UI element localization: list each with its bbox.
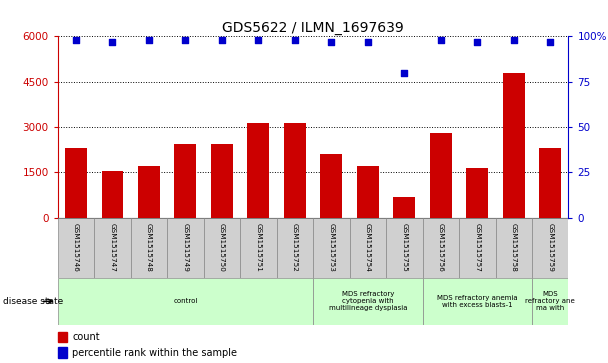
Bar xyxy=(247,122,269,218)
Point xyxy=(254,37,263,43)
Text: GSM1515746: GSM1515746 xyxy=(73,223,79,272)
Text: GSM1515756: GSM1515756 xyxy=(438,223,444,272)
Point xyxy=(436,37,446,43)
Bar xyxy=(313,278,423,325)
Text: GSM1515752: GSM1515752 xyxy=(292,223,298,272)
Bar xyxy=(350,218,386,278)
Point xyxy=(472,39,482,45)
Text: MDS refractory
cytopenia with
multilineage dysplasia: MDS refractory cytopenia with multilinea… xyxy=(328,291,407,311)
Bar xyxy=(459,218,496,278)
Point xyxy=(217,37,227,43)
Bar xyxy=(320,154,342,218)
Text: disease state: disease state xyxy=(3,297,63,306)
Bar xyxy=(65,148,87,218)
Bar xyxy=(357,166,379,218)
Bar xyxy=(430,133,452,218)
Text: GSM1515757: GSM1515757 xyxy=(474,223,480,272)
Bar xyxy=(503,73,525,218)
Bar xyxy=(393,197,415,218)
Point xyxy=(545,39,555,45)
Point xyxy=(71,37,81,43)
Bar xyxy=(174,144,196,218)
Point xyxy=(399,70,409,76)
Bar xyxy=(94,218,131,278)
Bar xyxy=(102,171,123,218)
Point xyxy=(181,37,190,43)
Text: control: control xyxy=(173,298,198,304)
Title: GDS5622 / ILMN_1697639: GDS5622 / ILMN_1697639 xyxy=(223,21,404,35)
Bar xyxy=(466,168,488,218)
Bar xyxy=(539,148,561,218)
Bar xyxy=(58,332,67,342)
Bar xyxy=(386,218,423,278)
Bar xyxy=(277,218,313,278)
Bar xyxy=(211,144,233,218)
Text: GSM1515759: GSM1515759 xyxy=(547,223,553,272)
Bar xyxy=(313,218,350,278)
Text: GSM1515755: GSM1515755 xyxy=(401,223,407,272)
Bar xyxy=(532,218,568,278)
Bar xyxy=(423,218,459,278)
Bar xyxy=(58,278,313,325)
Point xyxy=(108,39,117,45)
Bar xyxy=(58,347,67,358)
Text: GSM1515750: GSM1515750 xyxy=(219,223,225,272)
Bar xyxy=(240,218,277,278)
Text: GSM1515758: GSM1515758 xyxy=(511,223,517,272)
Point xyxy=(363,39,373,45)
Text: GSM1515748: GSM1515748 xyxy=(146,223,152,272)
Text: MDS
refractory ane
ma with: MDS refractory ane ma with xyxy=(525,291,575,311)
Text: GSM1515747: GSM1515747 xyxy=(109,223,116,272)
Bar xyxy=(131,218,167,278)
Point xyxy=(290,37,300,43)
Text: GSM1515754: GSM1515754 xyxy=(365,223,371,272)
Text: MDS refractory anemia
with excess blasts-1: MDS refractory anemia with excess blasts… xyxy=(437,295,517,308)
Text: count: count xyxy=(72,332,100,342)
Point xyxy=(144,37,154,43)
Bar xyxy=(58,218,94,278)
Bar xyxy=(532,278,568,325)
Bar xyxy=(138,166,160,218)
Text: GSM1515749: GSM1515749 xyxy=(182,223,188,272)
Bar xyxy=(167,218,204,278)
Bar xyxy=(204,218,240,278)
Bar xyxy=(496,218,532,278)
Bar xyxy=(423,278,532,325)
Text: percentile rank within the sample: percentile rank within the sample xyxy=(72,348,237,358)
Point xyxy=(509,37,519,43)
Text: GSM1515751: GSM1515751 xyxy=(255,223,261,272)
Bar xyxy=(284,122,306,218)
Point xyxy=(326,39,336,45)
Text: GSM1515753: GSM1515753 xyxy=(328,223,334,272)
